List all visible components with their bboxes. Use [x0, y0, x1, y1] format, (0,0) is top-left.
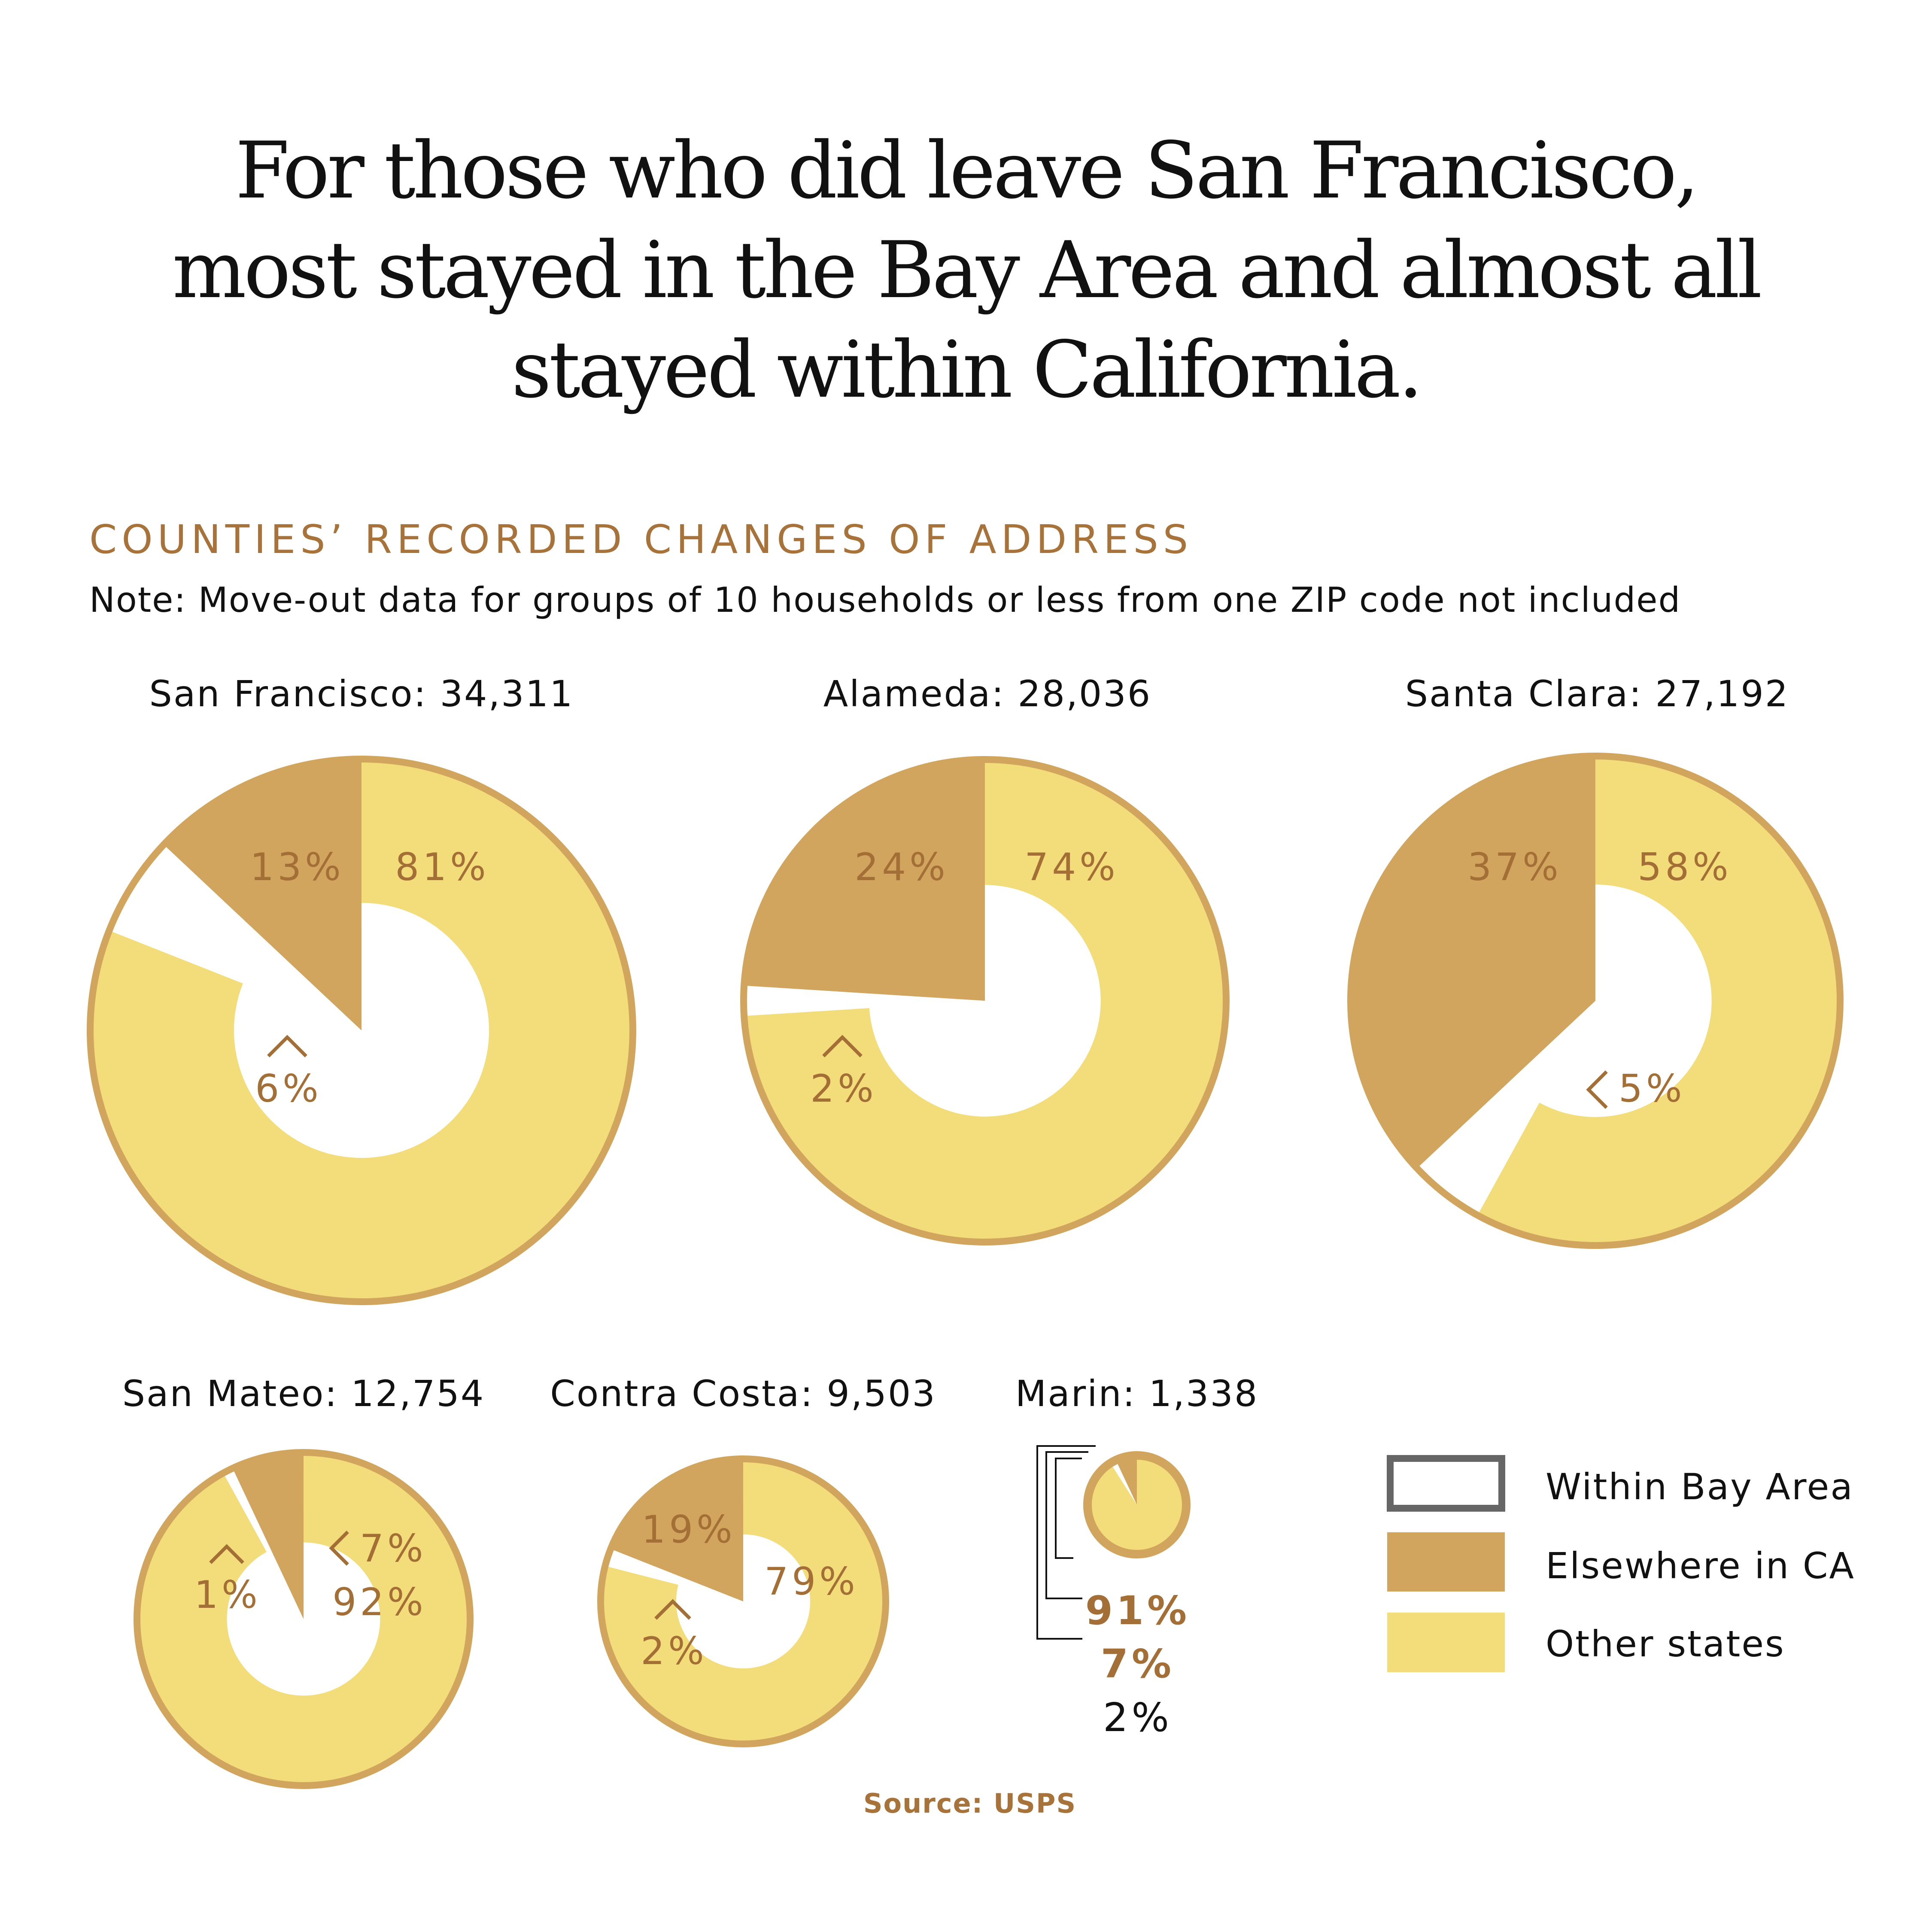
data-label-alameda-other: 74% [1024, 845, 1119, 889]
pies [87, 753, 1844, 1789]
legend-label-other-states: Other states [1546, 1623, 1785, 1665]
pie-outline [597, 1455, 889, 1747]
legend-label-within-bay-area: Within Bay Area [1546, 1466, 1854, 1508]
data-label-sf-other: 81% [395, 845, 489, 889]
county-label-san-mateo: San Mateo: 12,754 [122, 1373, 485, 1415]
caret-up-icon [209, 1544, 244, 1564]
slice-other-states [744, 759, 1226, 1242]
slice-within-bay-area [605, 1549, 743, 1601]
pie-san-mateo [134, 1449, 474, 1789]
slice-elsewhere-in-ca [744, 759, 985, 1001]
caret-up-icon [654, 1599, 691, 1620]
pie-outline [740, 756, 1230, 1245]
data-label-contra-costa-other: 79% [764, 1559, 859, 1604]
caret-up-icon [822, 1035, 863, 1057]
legend-swatch-other-states [1387, 1613, 1505, 1672]
data-label-santa-clara-other: 58% [1637, 845, 1732, 889]
county-label-san-francisco: San Francisco: 34,311 [149, 673, 574, 715]
title-line-3: stayed within California. [511, 324, 1420, 415]
county-label-contra-costa: Contra Costa: 9,503 [550, 1373, 936, 1415]
marin-brackets [1036, 1445, 1096, 1640]
data-label-marin-elsewhere: 7% [1101, 1641, 1175, 1687]
data-label-san-mateo-within: 1% [194, 1573, 261, 1617]
data-label-contra-costa-elsewhere: 19% [641, 1507, 736, 1552]
source-note: Source: USPS [863, 1788, 1076, 1819]
caret-up-icon [267, 1035, 307, 1057]
data-label-sf-elsewhere: 13% [250, 845, 344, 889]
slice-elsewhere-in-ca [232, 1452, 304, 1619]
slice-within-bay-area [109, 844, 362, 1030]
chart-subtitle: COUNTIES’ RECORDED CHANGES OF ADDRESS [89, 516, 1193, 562]
title-line-2: most stayed in the Bay Area and almost a… [172, 225, 1760, 316]
caret-left-icon [329, 1531, 349, 1566]
pie-contra-costa [597, 1455, 889, 1747]
legend-label-elsewhere-in-ca: Elsewhere in CA [1546, 1545, 1855, 1587]
legend: Within Bay Area Elsewhere in CA Other st… [1387, 1455, 1855, 1672]
pie-outline [1083, 1451, 1191, 1558]
data-label-santa-clara-elsewhere: 37% [1467, 845, 1562, 889]
data-label-alameda-within: 2% [810, 1066, 877, 1111]
data-label-marin-within: 2% [1103, 1695, 1173, 1741]
slice-other-states [601, 1459, 886, 1744]
data-label-santa-clara-within: 5% [1619, 1066, 1686, 1111]
pie-alameda [740, 756, 1230, 1245]
chart-note: Note: Move-out data for groups of 10 hou… [89, 580, 1681, 620]
legend-swatch-elsewhere-in-ca [1387, 1532, 1505, 1592]
pie-outline [87, 756, 636, 1305]
pie-marin [1083, 1451, 1191, 1558]
legend-swatch-within-bay-area [1387, 1455, 1505, 1512]
data-label-marin-other: 91% [1085, 1588, 1190, 1634]
slice-within-bay-area [223, 1468, 304, 1619]
slice-within-bay-area [1417, 1001, 1595, 1215]
pie-san-francisco [87, 756, 636, 1305]
data-label-contra-costa-within: 2% [641, 1629, 708, 1673]
data-label-san-mateo-elsewhere: 7% [360, 1526, 427, 1571]
slice-elsewhere-in-ca [164, 759, 361, 1030]
title-line-1: For those who did leave San Francisco, [235, 125, 1697, 216]
slice-elsewhere-in-ca [1350, 756, 1595, 1169]
pie-outline [134, 1449, 474, 1789]
pie-outline [1347, 753, 1844, 1249]
slice-within-bay-area [1110, 1460, 1137, 1505]
data-label-sf-within: 6% [255, 1066, 322, 1111]
caret-left-icon [1586, 1070, 1608, 1109]
county-label-alameda: Alameda: 28,036 [823, 673, 1152, 715]
data-label-san-mateo-other: 92% [332, 1580, 427, 1624]
slice-other-states [137, 1452, 470, 1786]
slice-other-states [1477, 756, 1840, 1245]
slice-elsewhere-in-ca [1116, 1455, 1137, 1505]
county-label-santa-clara: Santa Clara: 27,192 [1405, 673, 1789, 715]
data-label-alameda-elsewhere: 24% [854, 845, 949, 889]
slice-other-states [90, 759, 633, 1302]
slice-elsewhere-in-ca [611, 1459, 743, 1601]
county-label-marin: Marin: 1,338 [1015, 1373, 1259, 1415]
pie-santa-clara [1347, 753, 1844, 1249]
slice-within-bay-area [744, 985, 985, 1016]
